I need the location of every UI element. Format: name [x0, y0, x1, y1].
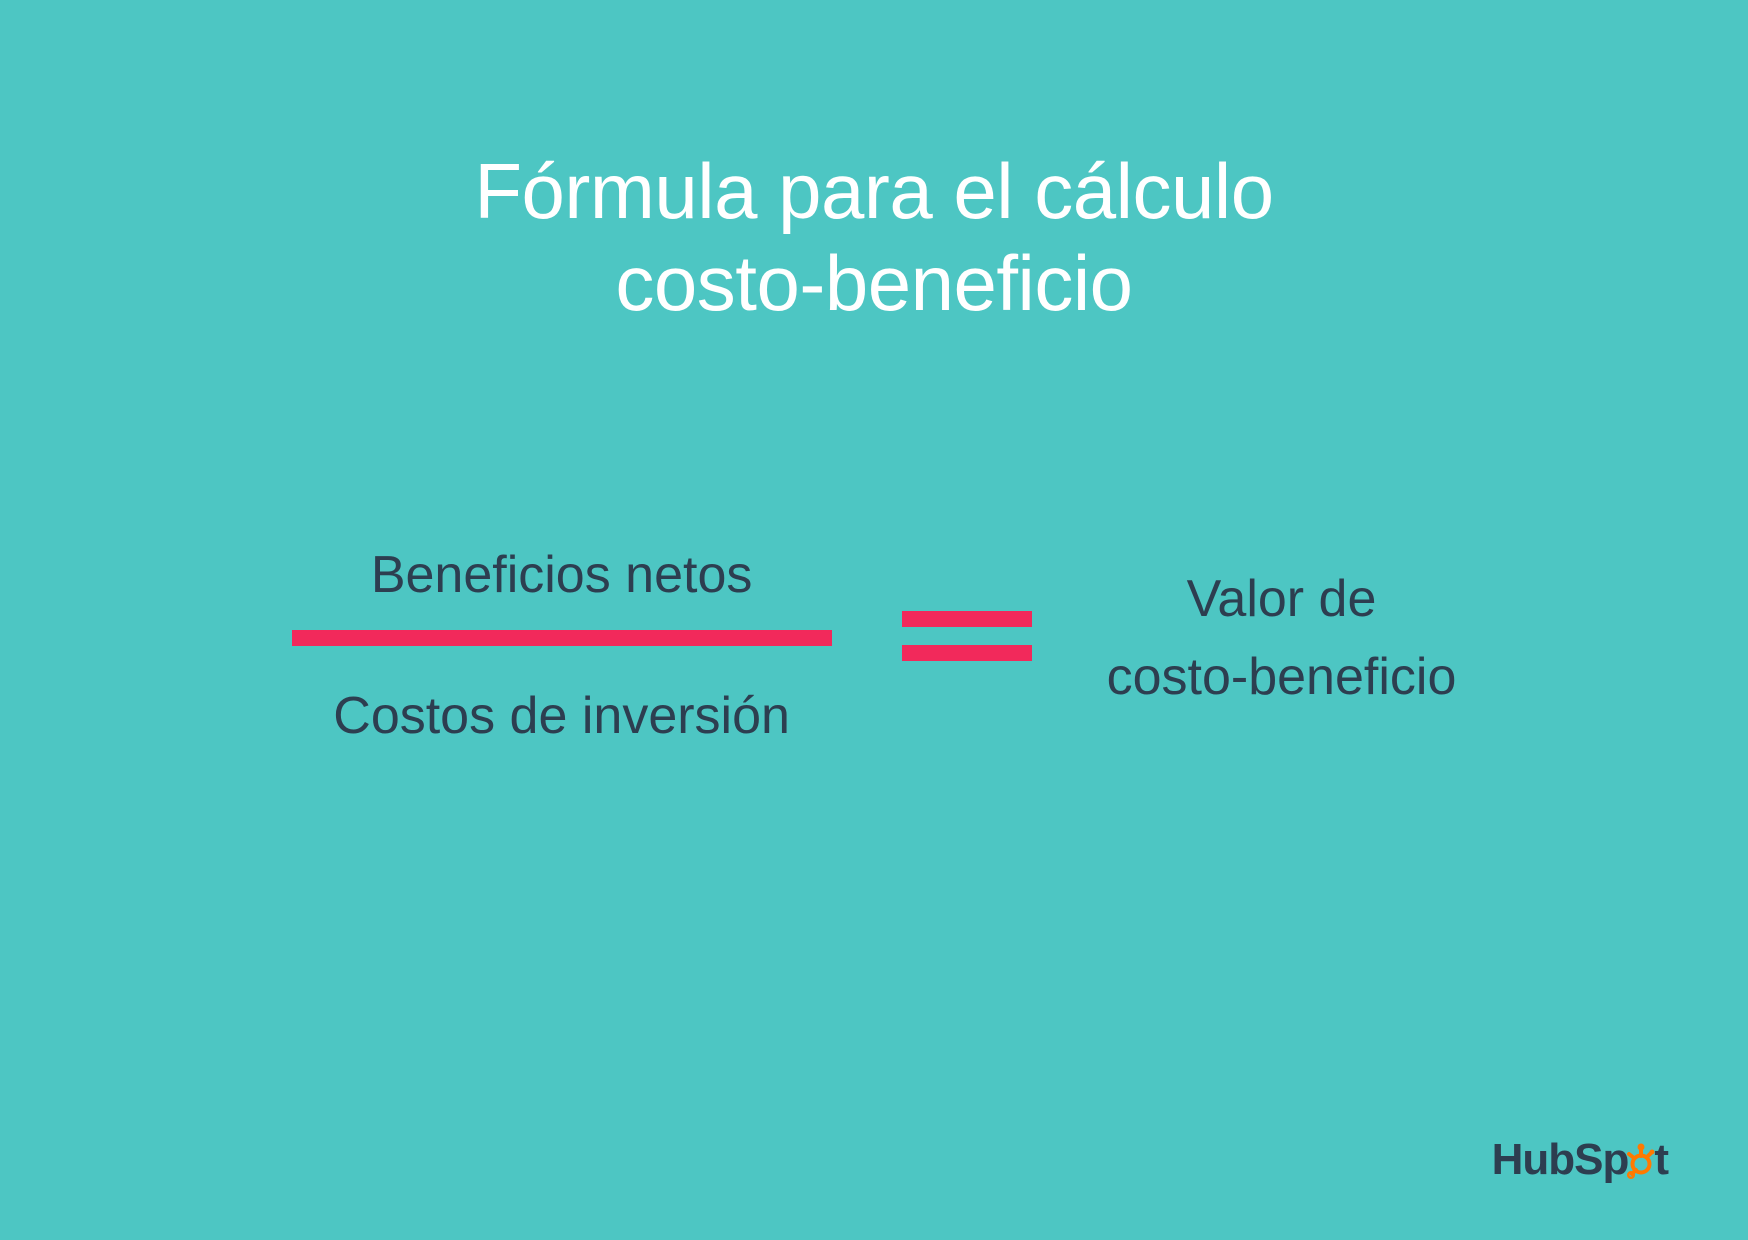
equals-sign — [902, 611, 1032, 661]
result-line-2: costo-beneficio — [1107, 648, 1457, 706]
title-line-1: Fórmula para el cálculo — [474, 147, 1273, 235]
equals-bar-bottom — [902, 645, 1032, 661]
slide-title: Fórmula para el cálculo costo-beneficio — [474, 145, 1273, 329]
title-line-2: costo-beneficio — [615, 239, 1132, 327]
logo-text-after: t — [1654, 1135, 1668, 1185]
formula-container: Beneficios netos Costos de inversión Val… — [0, 545, 1748, 746]
formula-fraction: Beneficios netos Costos de inversión — [292, 545, 832, 746]
fraction-divider-bar — [292, 630, 832, 646]
sprocket-icon — [1626, 1141, 1656, 1179]
slide-container: Fórmula para el cálculo costo-beneficio … — [0, 0, 1748, 1240]
logo-text-before: HubSp — [1492, 1135, 1629, 1185]
result-line-1: Valor de — [1187, 570, 1377, 628]
brand-logo: HubSp t — [1492, 1135, 1668, 1185]
formula-denominator: Costos de inversión — [333, 686, 790, 746]
logo-text: HubSp t — [1492, 1135, 1668, 1185]
formula-numerator: Beneficios netos — [371, 545, 753, 605]
equals-bar-top — [902, 611, 1032, 627]
formula-result: Valor de costo-beneficio — [1107, 560, 1457, 716]
